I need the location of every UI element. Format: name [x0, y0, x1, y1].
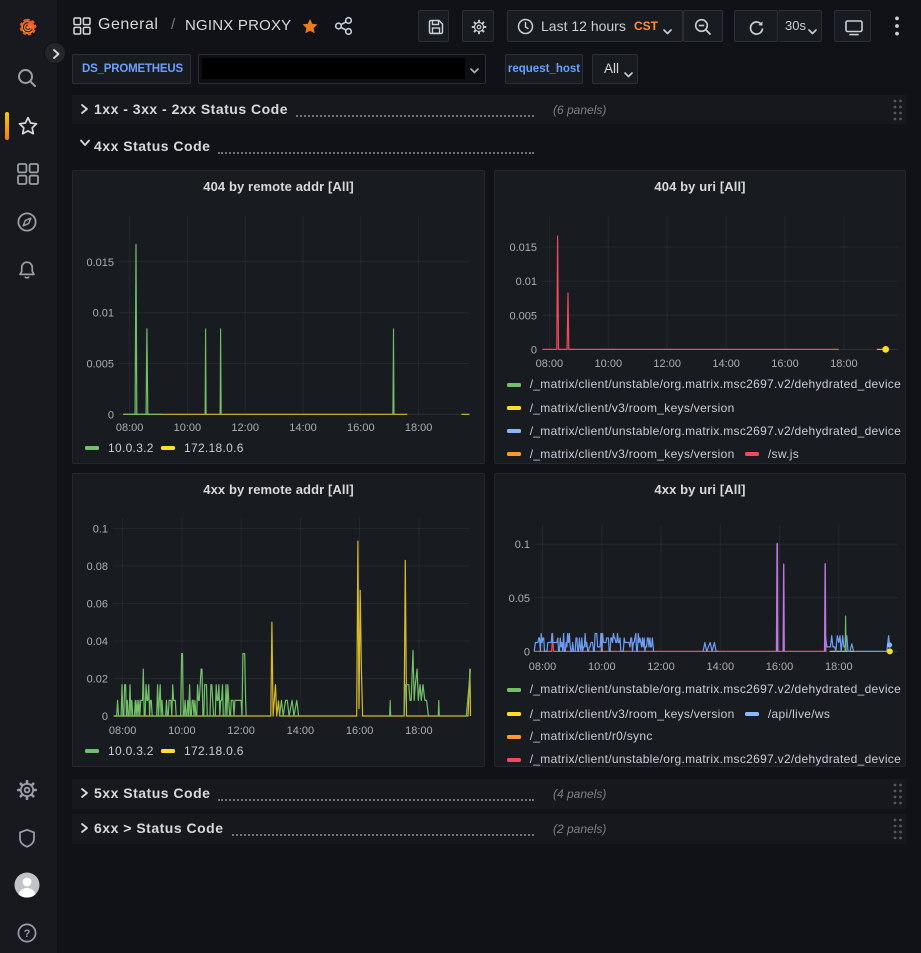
- svg-text:0.05: 0.05: [509, 593, 530, 605]
- svg-text:08:00: 08:00: [536, 358, 564, 370]
- svg-text:18:00: 18:00: [830, 358, 858, 370]
- svg-text:10:00: 10:00: [588, 661, 616, 673]
- svg-text:14:00: 14:00: [707, 661, 735, 673]
- svg-text:0.02: 0.02: [87, 674, 108, 686]
- svg-text:0.06: 0.06: [87, 599, 108, 611]
- svg-text:18:00: 18:00: [405, 422, 433, 434]
- svg-text:0: 0: [531, 344, 537, 356]
- svg-text:0: 0: [524, 646, 530, 658]
- svg-text:0: 0: [102, 711, 108, 723]
- svg-text:0.015: 0.015: [86, 257, 114, 269]
- svg-text:0.005: 0.005: [86, 359, 114, 371]
- svg-text:12:00: 12:00: [231, 422, 259, 434]
- svg-text:10:00: 10:00: [174, 422, 202, 434]
- svg-text:08:00: 08:00: [529, 661, 557, 673]
- svg-text:0.01: 0.01: [93, 308, 114, 320]
- svg-text:16:00: 16:00: [347, 422, 375, 434]
- svg-text:16:00: 16:00: [766, 661, 794, 673]
- svg-text:18:00: 18:00: [825, 661, 853, 673]
- svg-text:14:00: 14:00: [287, 725, 315, 737]
- svg-text:08:00: 08:00: [116, 422, 144, 434]
- svg-text:0.01: 0.01: [516, 276, 537, 288]
- svg-text:14:00: 14:00: [289, 422, 317, 434]
- svg-text:08:00: 08:00: [109, 725, 137, 737]
- svg-text:12:00: 12:00: [647, 661, 675, 673]
- svg-text:0: 0: [108, 409, 114, 421]
- svg-text:0.04: 0.04: [87, 636, 108, 648]
- svg-text:14:00: 14:00: [712, 358, 740, 370]
- svg-text:0.08: 0.08: [87, 561, 108, 573]
- svg-text:10:00: 10:00: [168, 725, 196, 737]
- svg-text:18:00: 18:00: [405, 725, 433, 737]
- svg-text:0.005: 0.005: [509, 310, 537, 322]
- svg-text:0.1: 0.1: [515, 539, 530, 551]
- svg-text:12:00: 12:00: [227, 725, 255, 737]
- svg-text:0.015: 0.015: [509, 242, 537, 254]
- svg-text:?: ?: [24, 928, 31, 940]
- svg-text:10:00: 10:00: [595, 358, 623, 370]
- svg-text:12:00: 12:00: [653, 358, 681, 370]
- svg-text:16:00: 16:00: [346, 725, 374, 737]
- svg-text:16:00: 16:00: [771, 358, 799, 370]
- svg-text:0.1: 0.1: [93, 524, 108, 536]
